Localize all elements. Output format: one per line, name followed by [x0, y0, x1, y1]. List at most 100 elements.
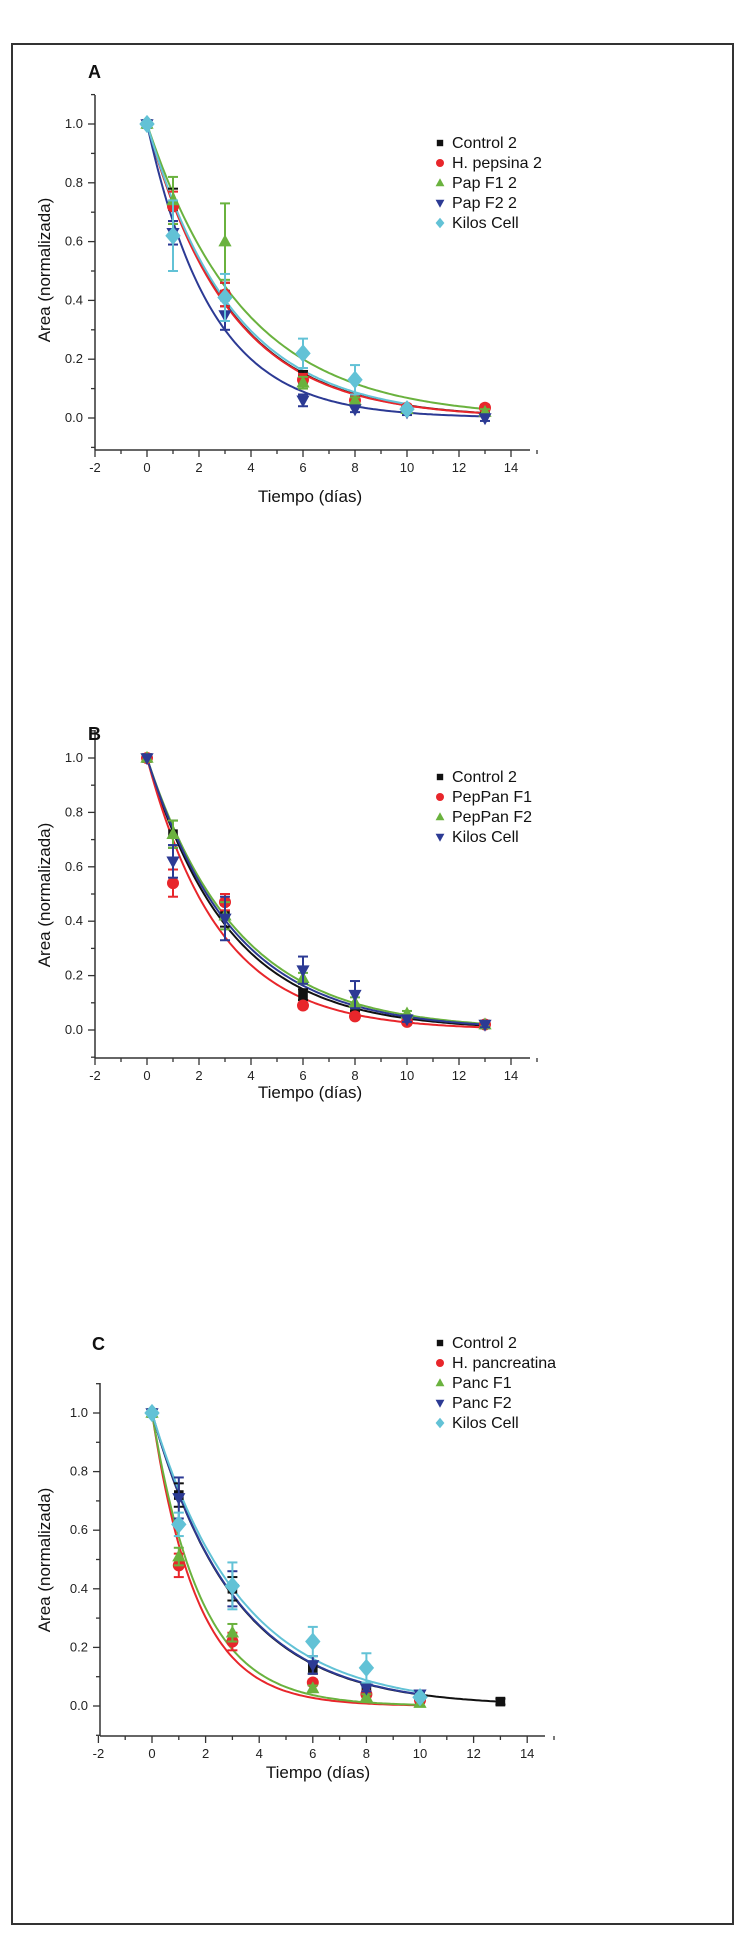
data-point — [306, 1681, 320, 1694]
y-tick-label: 0.4 — [65, 913, 83, 928]
data-point — [171, 1515, 187, 1534]
fit-curve-1 — [146, 757, 486, 1029]
legend-marker — [435, 199, 445, 208]
x-tick-label: 2 — [202, 1746, 209, 1761]
fit-curve-1 — [146, 123, 486, 415]
panel-label: A — [88, 62, 101, 82]
y-tick-label: 0.2 — [70, 1639, 88, 1654]
data-point — [172, 1549, 186, 1562]
data-point — [305, 1632, 321, 1651]
x-tick-label: 12 — [452, 1068, 466, 1083]
fit-curve-2 — [146, 123, 486, 410]
data-point — [412, 1688, 428, 1707]
data-point — [165, 226, 181, 245]
legend-entry: PepPan F2 — [452, 809, 532, 826]
figure-frame — [11, 43, 734, 1925]
series-4 — [144, 1403, 428, 1707]
x-tick-label: 10 — [413, 1746, 427, 1761]
legend-marker — [435, 833, 445, 842]
legend-marker — [436, 159, 444, 167]
legend-entry: Control 2 — [452, 135, 517, 152]
data-point — [218, 234, 232, 247]
legend-marker — [436, 773, 444, 781]
x-tick-label: 14 — [520, 1746, 534, 1761]
x-tick-label: 14 — [504, 1068, 518, 1083]
legend-entry: Kilos Cell — [452, 215, 519, 232]
chart-panel-b: 0.0 0.2 0.4 0.6 0.8 1.0 -2 0 2 4 6 8 10 12 14 Tiempo (d… — [35, 724, 538, 1102]
legend-marker — [435, 1399, 445, 1408]
x-tick-label: 12 — [452, 460, 466, 475]
fit-curve-1 — [151, 1412, 421, 1707]
series-2 — [140, 750, 492, 1030]
data-point — [296, 395, 310, 408]
fit-curve-3 — [146, 757, 486, 1026]
x-tick-label: 12 — [466, 1746, 480, 1761]
y-tick-label: 0.8 — [70, 1464, 88, 1479]
data-point — [296, 965, 310, 978]
data-point — [359, 1683, 373, 1696]
y-axis-label: Area (normalizada) — [35, 198, 54, 343]
x-tick-label: 0 — [143, 460, 150, 475]
x-tick-label: 10 — [400, 1068, 414, 1083]
data-point — [359, 1690, 373, 1703]
data-point — [295, 344, 311, 363]
y-tick-label: 0.4 — [65, 292, 83, 307]
data-point — [358, 1658, 375, 1678]
series-4 — [139, 114, 415, 419]
x-tick-label: 4 — [247, 1068, 254, 1083]
fit-curve-0 — [146, 123, 486, 414]
data-point — [495, 1696, 506, 1707]
x-tick-label: -2 — [89, 1068, 101, 1083]
data-point — [166, 856, 180, 869]
fit-curve-3 — [151, 1412, 421, 1696]
y-tick-label: 0.4 — [70, 1581, 88, 1596]
data-point — [166, 826, 180, 839]
data-point — [399, 400, 415, 419]
chart-panel-a: 0.0 0.2 0.4 0.6 0.8 1.0 -2 0 2 4 6 8 10 12 14 Tiempo (d… — [35, 62, 542, 506]
x-tick-label: 10 — [400, 460, 414, 475]
data-point — [347, 370, 363, 389]
data-point — [348, 393, 362, 406]
legend-marker — [435, 812, 445, 821]
series-0 — [147, 1408, 506, 1707]
data-point — [140, 753, 154, 766]
x-tick-label: 0 — [143, 1068, 150, 1083]
x-tick-label: 6 — [299, 460, 306, 475]
data-point — [306, 1660, 320, 1673]
y-tick-label: 0.6 — [65, 859, 83, 874]
chart-panel-c: 0.0 0.2 0.4 0.6 0.8 1.0 -2 0 2 4 6 8 10 12 14 Tiempo (d… — [35, 1334, 556, 1782]
data-point — [400, 1014, 414, 1027]
series-3 — [140, 753, 492, 1032]
y-tick-label: 0.8 — [65, 175, 83, 190]
y-tick-label: 0.6 — [65, 234, 83, 249]
y-tick-label: 0.0 — [70, 1698, 88, 1713]
legend-marker — [436, 1359, 444, 1367]
y-tick-label: 0.2 — [65, 968, 83, 983]
x-tick-label: -2 — [89, 460, 101, 475]
x-tick-label: 4 — [256, 1746, 263, 1761]
data-point — [349, 1010, 361, 1023]
x-tick-label: 14 — [504, 460, 518, 475]
x-tick-label: 8 — [363, 1746, 370, 1761]
panel-label: C — [92, 1334, 105, 1354]
x-axis-label: Tiempo (días) — [258, 1083, 362, 1102]
legend-marker — [436, 1339, 444, 1347]
data-point — [348, 404, 362, 417]
y-tick-label: 0.6 — [70, 1522, 88, 1537]
data-point — [144, 1403, 160, 1423]
data-point — [478, 1019, 492, 1032]
x-tick-label: 0 — [148, 1746, 155, 1761]
data-point — [172, 1493, 186, 1506]
x-tick-label: 8 — [351, 1068, 358, 1083]
fit-curve-2 — [151, 1412, 421, 1706]
series-1 — [146, 1407, 426, 1707]
legend-entry: Panc F1 — [452, 1375, 512, 1392]
data-point — [297, 999, 309, 1012]
fit-curve-0 — [146, 757, 486, 1027]
x-tick-label: 8 — [351, 460, 358, 475]
data-point — [166, 193, 180, 206]
legend-entry: Pap F1 2 — [452, 175, 517, 192]
legend-entry: H. pancreatina — [452, 1355, 556, 1372]
legend-marker — [435, 217, 445, 229]
data-point — [167, 877, 179, 890]
